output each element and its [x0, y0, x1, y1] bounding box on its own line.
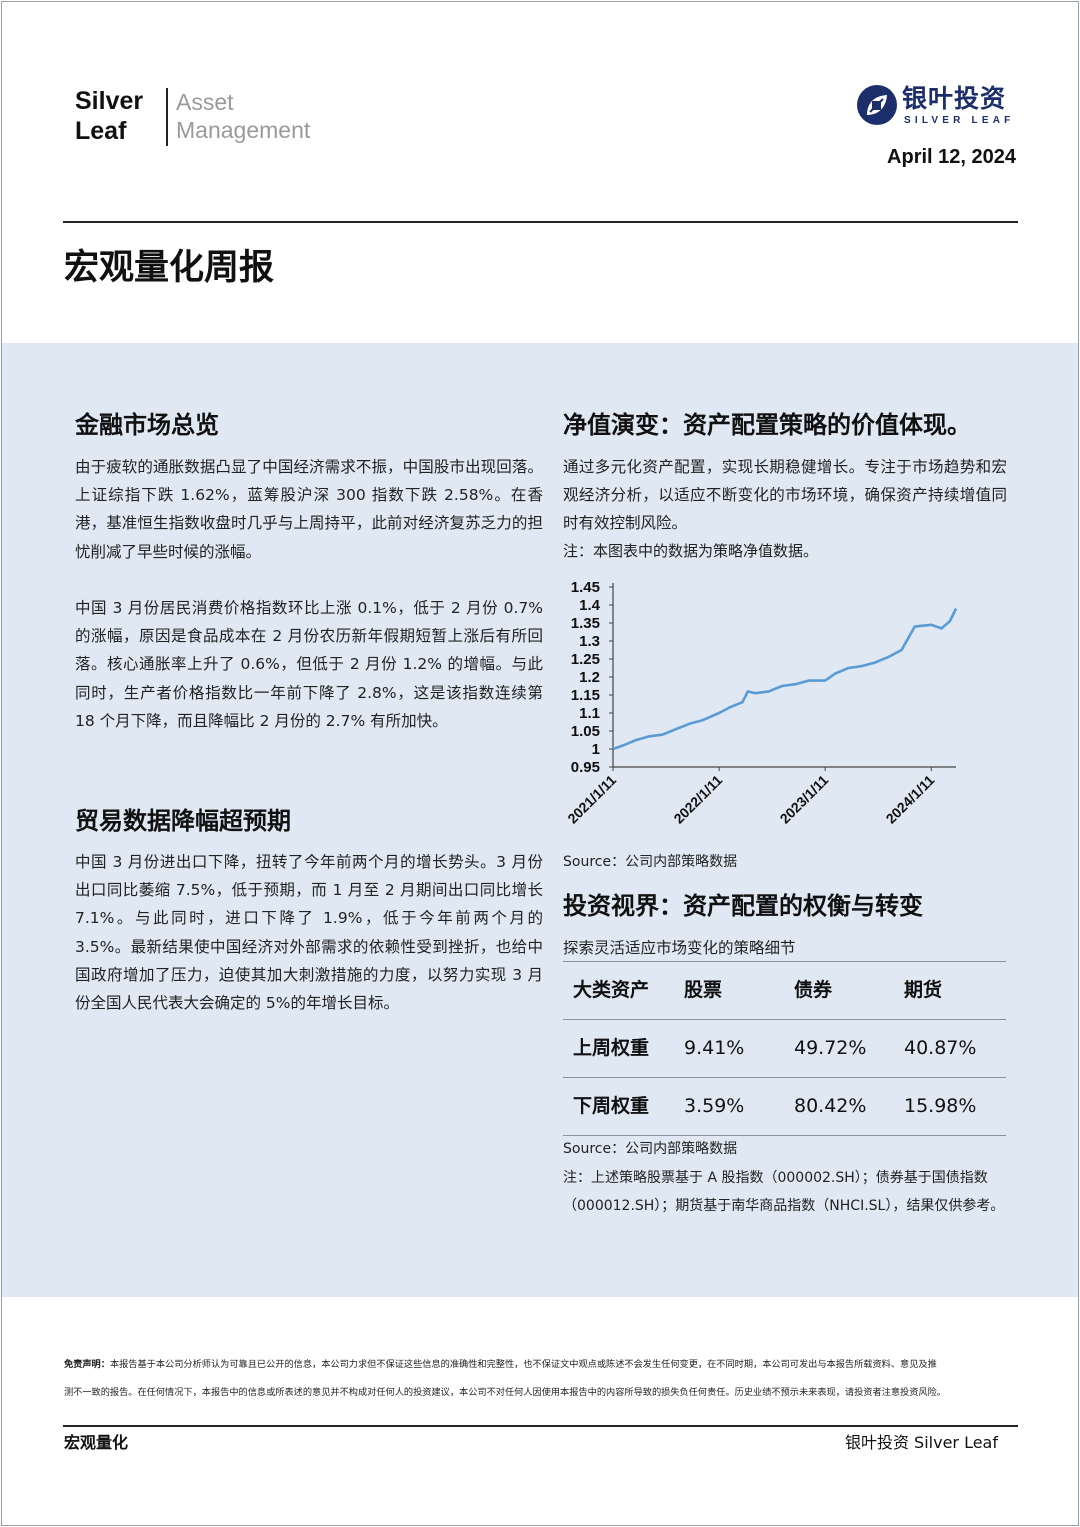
y-tick-label: 1.1: [579, 705, 600, 722]
table-cell: 40.87%: [904, 1037, 977, 1059]
table-header-cell: 债券: [794, 979, 833, 1001]
table-header-row: 大类资产 股票 债券 期货: [563, 962, 1006, 1020]
section-heading-trade-data: 贸易数据降幅超预期: [75, 807, 291, 835]
y-tick-label: 1.4: [579, 597, 601, 614]
y-tick-label: 1.3: [579, 633, 600, 650]
brand-line-2: Leaf: [75, 117, 127, 145]
disclaimer-text-1: 本报告基于本公司分析师认为可靠且已公开的信息，本公司力求但不保证这些信息的准确性…: [109, 1359, 937, 1370]
y-tick-label: 1.2: [579, 669, 600, 686]
table-cell: 49.72%: [794, 1037, 867, 1059]
table-row: 上周权重 9.41% 49.72% 40.87%: [563, 1020, 1006, 1078]
y-tick-label: 1.15: [571, 687, 600, 704]
logo-english-name: SILVER LEAF: [904, 115, 1015, 126]
section-heading-allocation: 投资视界：资产配置的权衡与转变: [563, 892, 923, 920]
brand-subline-2: Management: [176, 117, 311, 143]
table-source: Source：公司内部策略数据: [563, 1141, 738, 1157]
x-tick-label: 2021/1/11: [564, 772, 619, 827]
x-tick-label: 2024/1/11: [883, 772, 938, 827]
company-logo: 银叶投资 SILVER LEAF: [856, 84, 1016, 128]
table-header-cell: 大类资产: [573, 979, 650, 1001]
table-header-cell: 股票: [684, 979, 723, 1001]
logo-chinese-name: 银叶投资: [902, 84, 1007, 113]
y-tick-label: 0.95: [571, 759, 600, 776]
section-heading-market-overview: 金融市场总览: [75, 411, 219, 439]
table-cell: 9.41%: [684, 1037, 745, 1059]
section-heading-nav: 净值演变：资产配置策略的价值体现。: [563, 411, 971, 439]
y-tick-label: 1.45: [571, 579, 600, 596]
table-cell: 15.98%: [904, 1095, 977, 1117]
allocation-subtitle: 探索灵活适应市场变化的策略细节: [563, 939, 796, 957]
table-row-label: 上周权重: [573, 1037, 650, 1059]
table-row: 下周权重 3.59% 80.42% 15.98%: [563, 1078, 1006, 1136]
y-tick-label: 1.25: [571, 651, 600, 668]
page-title: 宏观量化周报: [64, 248, 275, 288]
footer-section-name: 宏观量化: [64, 1433, 129, 1452]
trade-data-paragraph: 中国 3 月份进出口下降，扭转了今年前两个月的增长势头。3 月份出口同比萎缩 7…: [75, 853, 543, 1013]
brand-subline-1: Asset: [176, 89, 234, 115]
table-cell: 3.59%: [684, 1095, 745, 1117]
footer-company-name: 银叶投资 Silver Leaf: [844, 1433, 998, 1452]
x-tick-label: 2022/1/11: [670, 772, 725, 827]
y-tick-label: 1: [592, 741, 600, 758]
table-header-cell: 期货: [904, 979, 943, 1001]
disclaimer-text-2: 测不一致的报告。在任何情况下，本报告中的信息或所表述的意见并不构成对任何人的投资…: [64, 1387, 946, 1398]
nav-paragraph: 通过多元化资产配置，实现长期稳健增长。专注于市场趋势和宏观经济分析，以适应不断变…: [563, 458, 1007, 533]
chart-source: Source：公司内部策略数据: [563, 854, 738, 870]
table-row-label: 下周权重: [573, 1095, 650, 1117]
table-note-line-2: （000012.SH）；期货基于南华商品指数（NHCI.SL），结果仅供参考。: [563, 1198, 1005, 1214]
market-overview-paragraph-1: 由于疲软的通胀数据凸显了中国经济需求不振，中国股市出现回落。上证综指下跌 1.6…: [75, 458, 543, 561]
table-top-rule: [563, 961, 1006, 962]
brand-line-1: Silver: [75, 87, 144, 115]
leaf-logo-icon: [857, 85, 897, 125]
chart-note: 注：本图表中的数据为策略净值数据。: [563, 542, 819, 560]
nav-series-line: [612, 608, 958, 751]
nav-line-chart: 1.451.41.351.31.251.21.151.11.0510.95202…: [564, 579, 958, 827]
brand-divider: [166, 88, 168, 146]
header-rule: [63, 221, 1018, 223]
disclaimer: 免责声明：本报告基于本公司分析师认为可靠且已公开的信息，本公司力求但不保证这些信…: [64, 1351, 1020, 1407]
table-cell: 80.42%: [794, 1095, 867, 1117]
y-tick-label: 1.35: [571, 615, 600, 632]
footer-rule: [63, 1425, 1018, 1427]
report-date: April 12, 2024: [887, 146, 1016, 168]
market-overview-paragraph-2: 中国 3 月份居民消费价格指数环比上涨 0.1%，低于 2 月份 0.7% 的涨…: [75, 599, 543, 730]
y-tick-label: 1.05: [571, 723, 600, 740]
disclaimer-label: 免责声明：: [64, 1359, 110, 1370]
table-note-line-1: 注：上述策略股票基于 A 股指数（000002.SH）；债券基于国债指数: [563, 1170, 988, 1186]
x-tick-label: 2023/1/11: [777, 772, 832, 827]
content-panel: [2, 343, 1078, 1297]
